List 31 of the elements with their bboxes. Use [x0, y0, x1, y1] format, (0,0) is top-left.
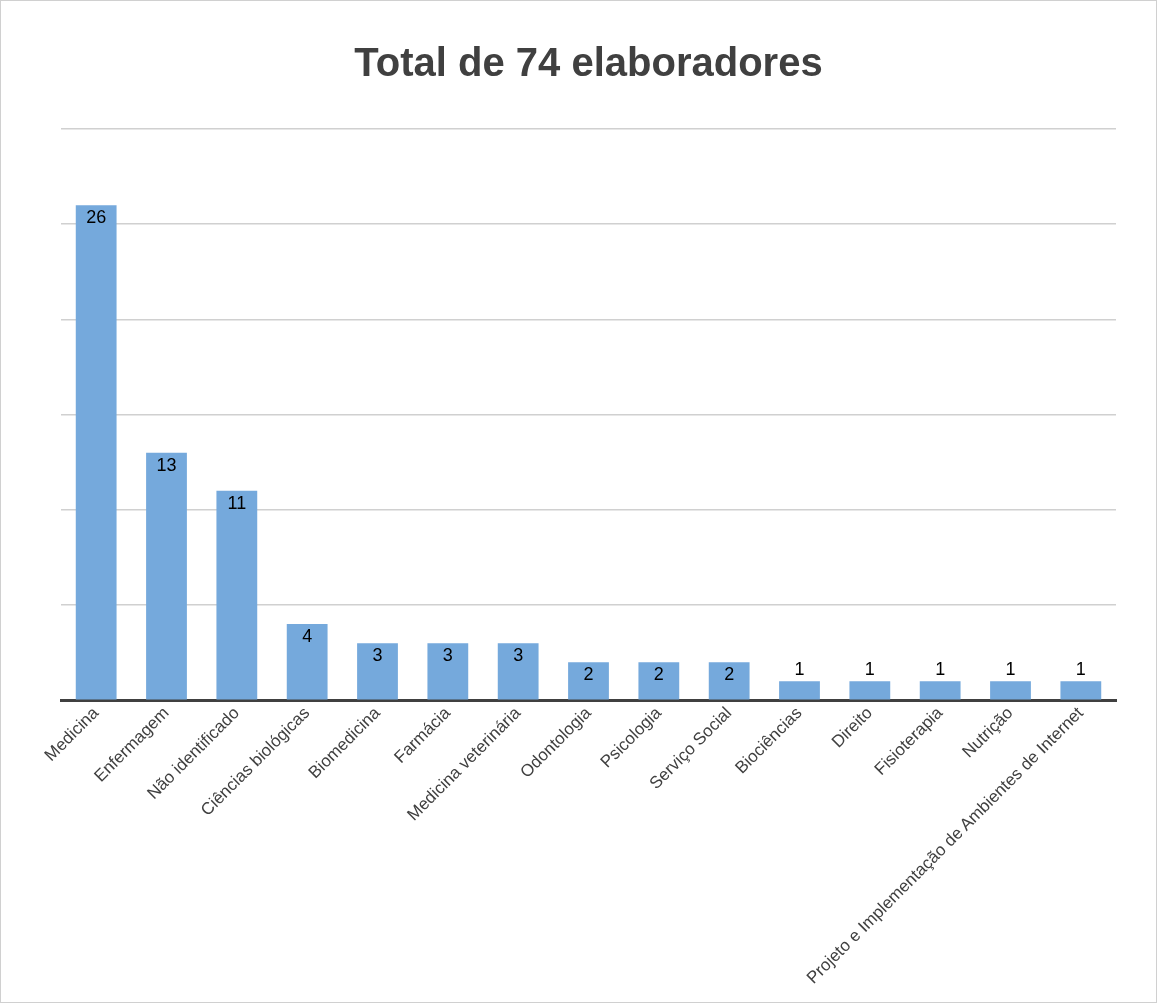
data-label: 1 — [864, 659, 875, 680]
data-label: 26 — [86, 207, 107, 228]
data-label: 1 — [794, 659, 805, 680]
bar — [75, 205, 117, 700]
data-label: 4 — [302, 626, 313, 647]
bar — [779, 681, 820, 700]
bar — [286, 624, 328, 700]
data-label: 1 — [935, 659, 946, 680]
data-label: 1 — [1005, 659, 1016, 680]
bar — [849, 681, 891, 700]
bar — [708, 662, 750, 700]
data-label: 2 — [724, 664, 735, 685]
bar — [638, 662, 680, 700]
data-label: 3 — [442, 645, 453, 666]
chart-title: Total de 74 elaboradores — [354, 40, 823, 85]
bar — [990, 681, 1031, 700]
data-label: 13 — [156, 454, 177, 475]
data-label: 1 — [1075, 659, 1086, 680]
data-label: 3 — [513, 645, 524, 666]
bar — [497, 643, 539, 700]
bar — [427, 643, 469, 700]
bar — [1060, 681, 1102, 700]
data-label: 3 — [372, 645, 383, 666]
bar — [146, 452, 187, 700]
bar — [216, 490, 258, 700]
bar — [919, 681, 961, 700]
data-label: 11 — [227, 492, 247, 513]
data-label: 2 — [653, 664, 664, 685]
bar — [568, 662, 609, 700]
data-label: 2 — [583, 664, 594, 685]
bar — [357, 643, 398, 700]
